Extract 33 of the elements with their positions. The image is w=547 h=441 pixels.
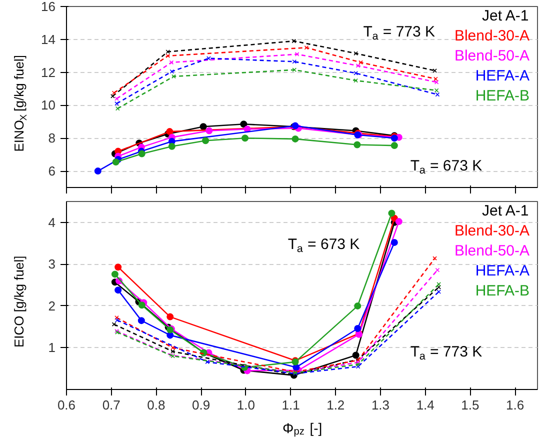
x-tick-label: 1.2 xyxy=(326,398,345,412)
text: Blend-30-A xyxy=(454,222,530,240)
text: Blend-50-A xyxy=(454,48,530,64)
x-tick-label: 1.6 xyxy=(506,398,524,412)
y-tick-label: 8 xyxy=(48,130,56,146)
y-tick-label: 3 xyxy=(48,256,56,272)
y-tick-label: 6 xyxy=(48,164,56,179)
x-tick-label: 0.6 xyxy=(57,398,76,412)
y-axis-title: EINOX [g/kg fuel] xyxy=(12,54,28,152)
x-tick-label: 1.4 xyxy=(416,398,434,412)
x-tick-label: 1.0 xyxy=(236,398,255,412)
text: HEFA-A xyxy=(475,68,530,84)
text: Blend-30-A xyxy=(454,28,530,44)
text: Jet A-1 xyxy=(482,202,529,220)
x-tick-label: 1.1 xyxy=(282,398,300,412)
x-tick-label: 0.8 xyxy=(147,398,166,412)
y-tick-label: 14 xyxy=(41,32,56,47)
text: HEFA-A xyxy=(475,262,530,280)
x-tick-label: 0.7 xyxy=(102,398,120,412)
y-tick-label: 10 xyxy=(41,98,56,113)
text: HEFA-B xyxy=(475,88,530,104)
y-axis-title: EICO [g/kg fuel] xyxy=(12,256,27,348)
y-tick-label: 1 xyxy=(48,340,56,356)
text: HEFA-B xyxy=(475,282,530,300)
y-tick-label: 12 xyxy=(41,64,56,80)
y-tick-label: 4 xyxy=(48,214,56,230)
text: Jet A-1 xyxy=(482,8,529,24)
x-tick-label: 1.3 xyxy=(371,398,390,412)
y-tick-label: 2 xyxy=(48,298,56,314)
x-tick-label: 1.5 xyxy=(461,398,480,412)
text: Blend-50-A xyxy=(454,242,530,260)
x-tick-label: 0.9 xyxy=(192,398,210,412)
y-tick-label: 16 xyxy=(41,0,56,14)
